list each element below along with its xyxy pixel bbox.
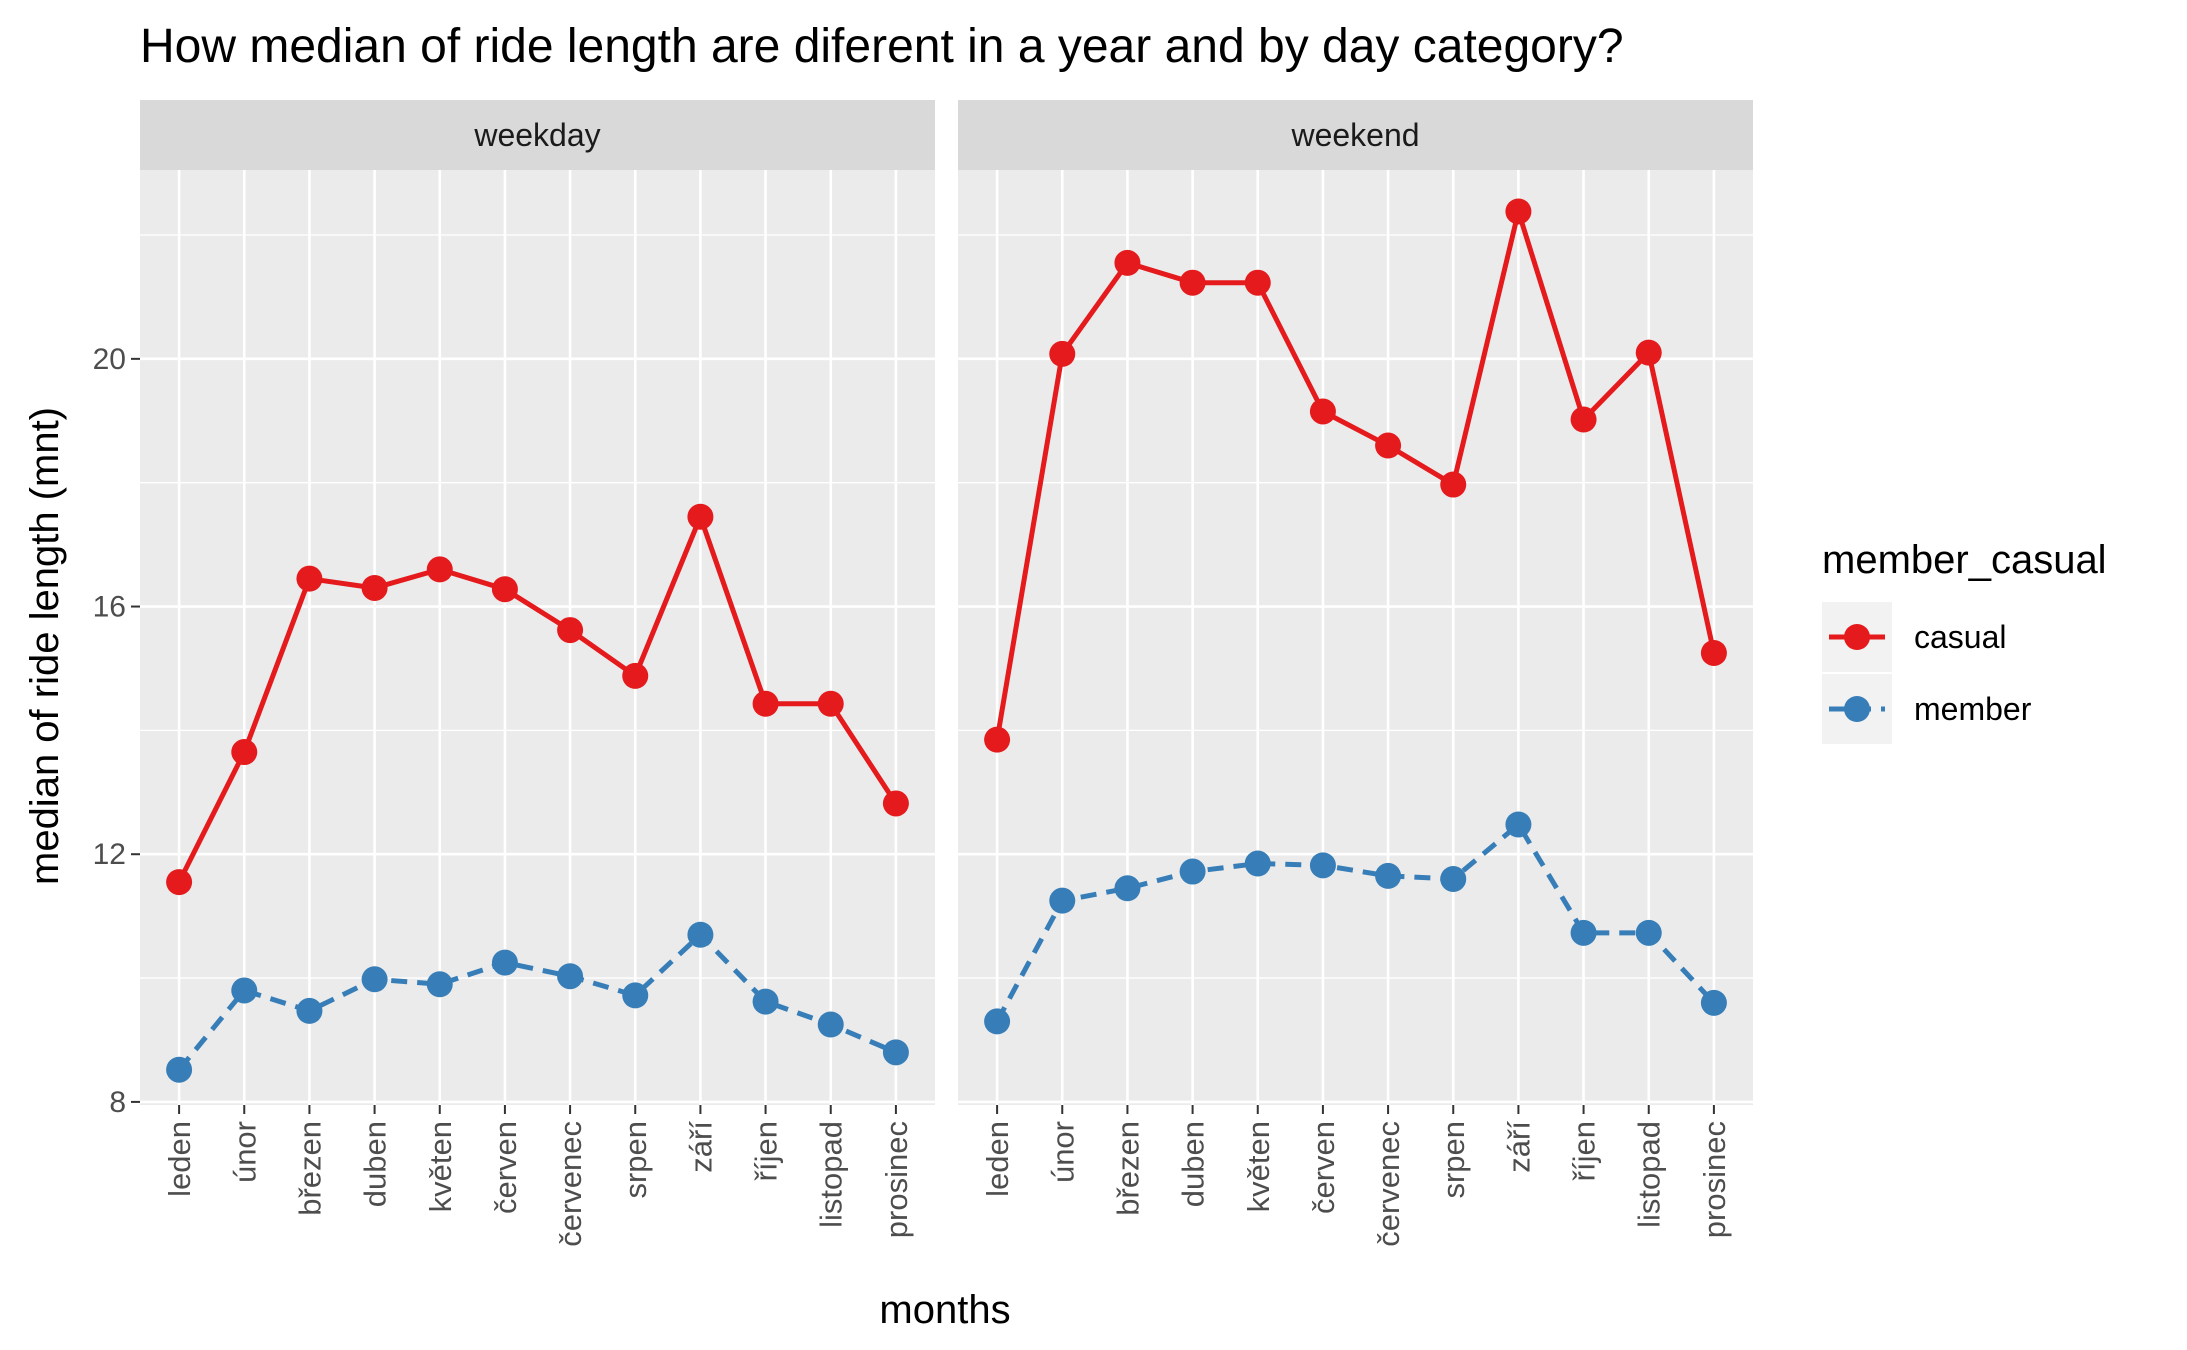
facet-panels: weekday weekend bbox=[140, 100, 1753, 1105]
data-point-member bbox=[1505, 811, 1532, 838]
data-point-member bbox=[231, 977, 258, 1004]
x-tick-label: srpen bbox=[1436, 1121, 1471, 1199]
data-point-casual bbox=[1505, 198, 1532, 225]
series-line-casual bbox=[994, 208, 1717, 741]
data-point-member bbox=[1700, 989, 1727, 1016]
data-point-member bbox=[491, 949, 518, 976]
facet-panel-weekend: weekend bbox=[958, 100, 1753, 1105]
y-tick-label: 16 bbox=[93, 591, 126, 624]
data-point-casual bbox=[166, 869, 193, 896]
y-axis-title: median of ride length (mnt) bbox=[23, 407, 67, 885]
data-point-member bbox=[622, 982, 649, 1009]
data-point-member bbox=[984, 1008, 1011, 1035]
x-tick-label: duben bbox=[1176, 1121, 1211, 1207]
facet-panel-weekday: weekday bbox=[140, 100, 935, 1105]
data-point-member bbox=[1635, 919, 1662, 946]
facet-strip bbox=[958, 100, 1753, 170]
data-point-casual bbox=[1375, 432, 1402, 459]
legend-label-casual: casual bbox=[1914, 619, 2007, 655]
data-point-casual bbox=[817, 690, 844, 717]
x-axes: leden únor březen duben květen červen červenec… bbox=[162, 1105, 1732, 1247]
x-tick-label: listopad bbox=[814, 1121, 849, 1228]
data-point-casual bbox=[491, 576, 518, 603]
data-point-casual bbox=[1570, 406, 1597, 433]
data-point-casual bbox=[882, 790, 909, 817]
x-tick-label: srpen bbox=[618, 1121, 653, 1199]
data-point-casual bbox=[1179, 269, 1206, 296]
data-point-casual bbox=[361, 574, 388, 601]
panel-background bbox=[958, 170, 1753, 1105]
x-tick-label: leden bbox=[162, 1121, 197, 1197]
x-tick-label: červen bbox=[488, 1121, 523, 1214]
data-point-casual bbox=[426, 556, 453, 583]
x-tick-label: prosinec bbox=[879, 1121, 914, 1238]
data-point-member bbox=[426, 971, 453, 998]
y-tick-label: 20 bbox=[93, 343, 126, 376]
x-tick-label: červen bbox=[1306, 1121, 1341, 1214]
data-point-member bbox=[1179, 858, 1206, 885]
data-point-casual bbox=[1700, 639, 1727, 666]
data-point-casual bbox=[752, 690, 779, 717]
data-point-member bbox=[1244, 850, 1271, 877]
x-axis-title: months bbox=[879, 1288, 1010, 1332]
data-point-member bbox=[1570, 919, 1597, 946]
data-point-casual bbox=[687, 503, 714, 530]
data-point-casual bbox=[1049, 340, 1076, 367]
x-tick-label: prosinec bbox=[1697, 1121, 1732, 1238]
data-point-member bbox=[166, 1056, 193, 1083]
y-axis: 8 12 16 20 bbox=[93, 343, 140, 1119]
data-point-member bbox=[1114, 875, 1141, 902]
facet-strip-label: weekday bbox=[473, 117, 600, 153]
data-point-member bbox=[1309, 852, 1336, 879]
legend-label-member: member bbox=[1914, 691, 2032, 727]
data-point-casual bbox=[622, 662, 649, 689]
x-tick-label: květen bbox=[1241, 1121, 1276, 1212]
data-point-casual bbox=[1440, 471, 1467, 498]
x-tick-label: březen bbox=[1110, 1121, 1145, 1216]
data-point-member bbox=[687, 921, 714, 948]
y-tick-label: 12 bbox=[93, 838, 126, 871]
x-tick-label: červenec bbox=[553, 1121, 588, 1247]
facet-strip-label: weekend bbox=[1290, 117, 1419, 153]
data-point-member bbox=[557, 963, 584, 990]
data-point-casual bbox=[231, 739, 258, 766]
data-point-member bbox=[1049, 887, 1076, 914]
x-tick-label: září bbox=[683, 1121, 718, 1173]
legend-key-point-member bbox=[1844, 696, 1870, 722]
data-point-casual bbox=[296, 565, 323, 592]
x-tick-label: listopad bbox=[1632, 1121, 1667, 1228]
data-point-casual bbox=[1635, 339, 1662, 366]
x-tick-label: únor bbox=[227, 1121, 262, 1183]
data-point-member bbox=[361, 966, 388, 993]
x-tick-label: květen bbox=[423, 1121, 458, 1212]
data-point-member bbox=[882, 1039, 909, 1066]
x-tick-label: leden bbox=[980, 1121, 1015, 1197]
x-tick-label: březen bbox=[292, 1121, 327, 1216]
panel-background bbox=[140, 170, 935, 1105]
data-point-member bbox=[1440, 865, 1467, 892]
facet-strip bbox=[140, 100, 935, 170]
x-tick-label: únor bbox=[1045, 1121, 1080, 1183]
x-tick-label: září bbox=[1501, 1121, 1536, 1173]
data-point-member bbox=[817, 1011, 844, 1038]
data-point-casual bbox=[557, 617, 584, 644]
data-point-member bbox=[752, 988, 779, 1015]
data-point-casual bbox=[1114, 249, 1141, 276]
legend: member_casual casual member bbox=[1822, 538, 2107, 744]
legend-key-point-casual bbox=[1844, 624, 1870, 650]
x-tick-label: říjen bbox=[1567, 1121, 1602, 1181]
y-tick-label: 8 bbox=[109, 1086, 126, 1119]
x-tick-label: duben bbox=[358, 1121, 393, 1207]
x-tick-label: červenec bbox=[1371, 1121, 1406, 1247]
data-point-member bbox=[296, 997, 323, 1024]
data-point-casual bbox=[1309, 398, 1336, 425]
chart-title: How median of ride length are diferent i… bbox=[140, 20, 1624, 73]
data-point-casual bbox=[984, 726, 1011, 753]
data-point-casual bbox=[1244, 269, 1271, 296]
legend-title: member_casual bbox=[1822, 538, 2107, 582]
data-point-member bbox=[1375, 862, 1402, 889]
x-tick-label: říjen bbox=[749, 1121, 784, 1181]
